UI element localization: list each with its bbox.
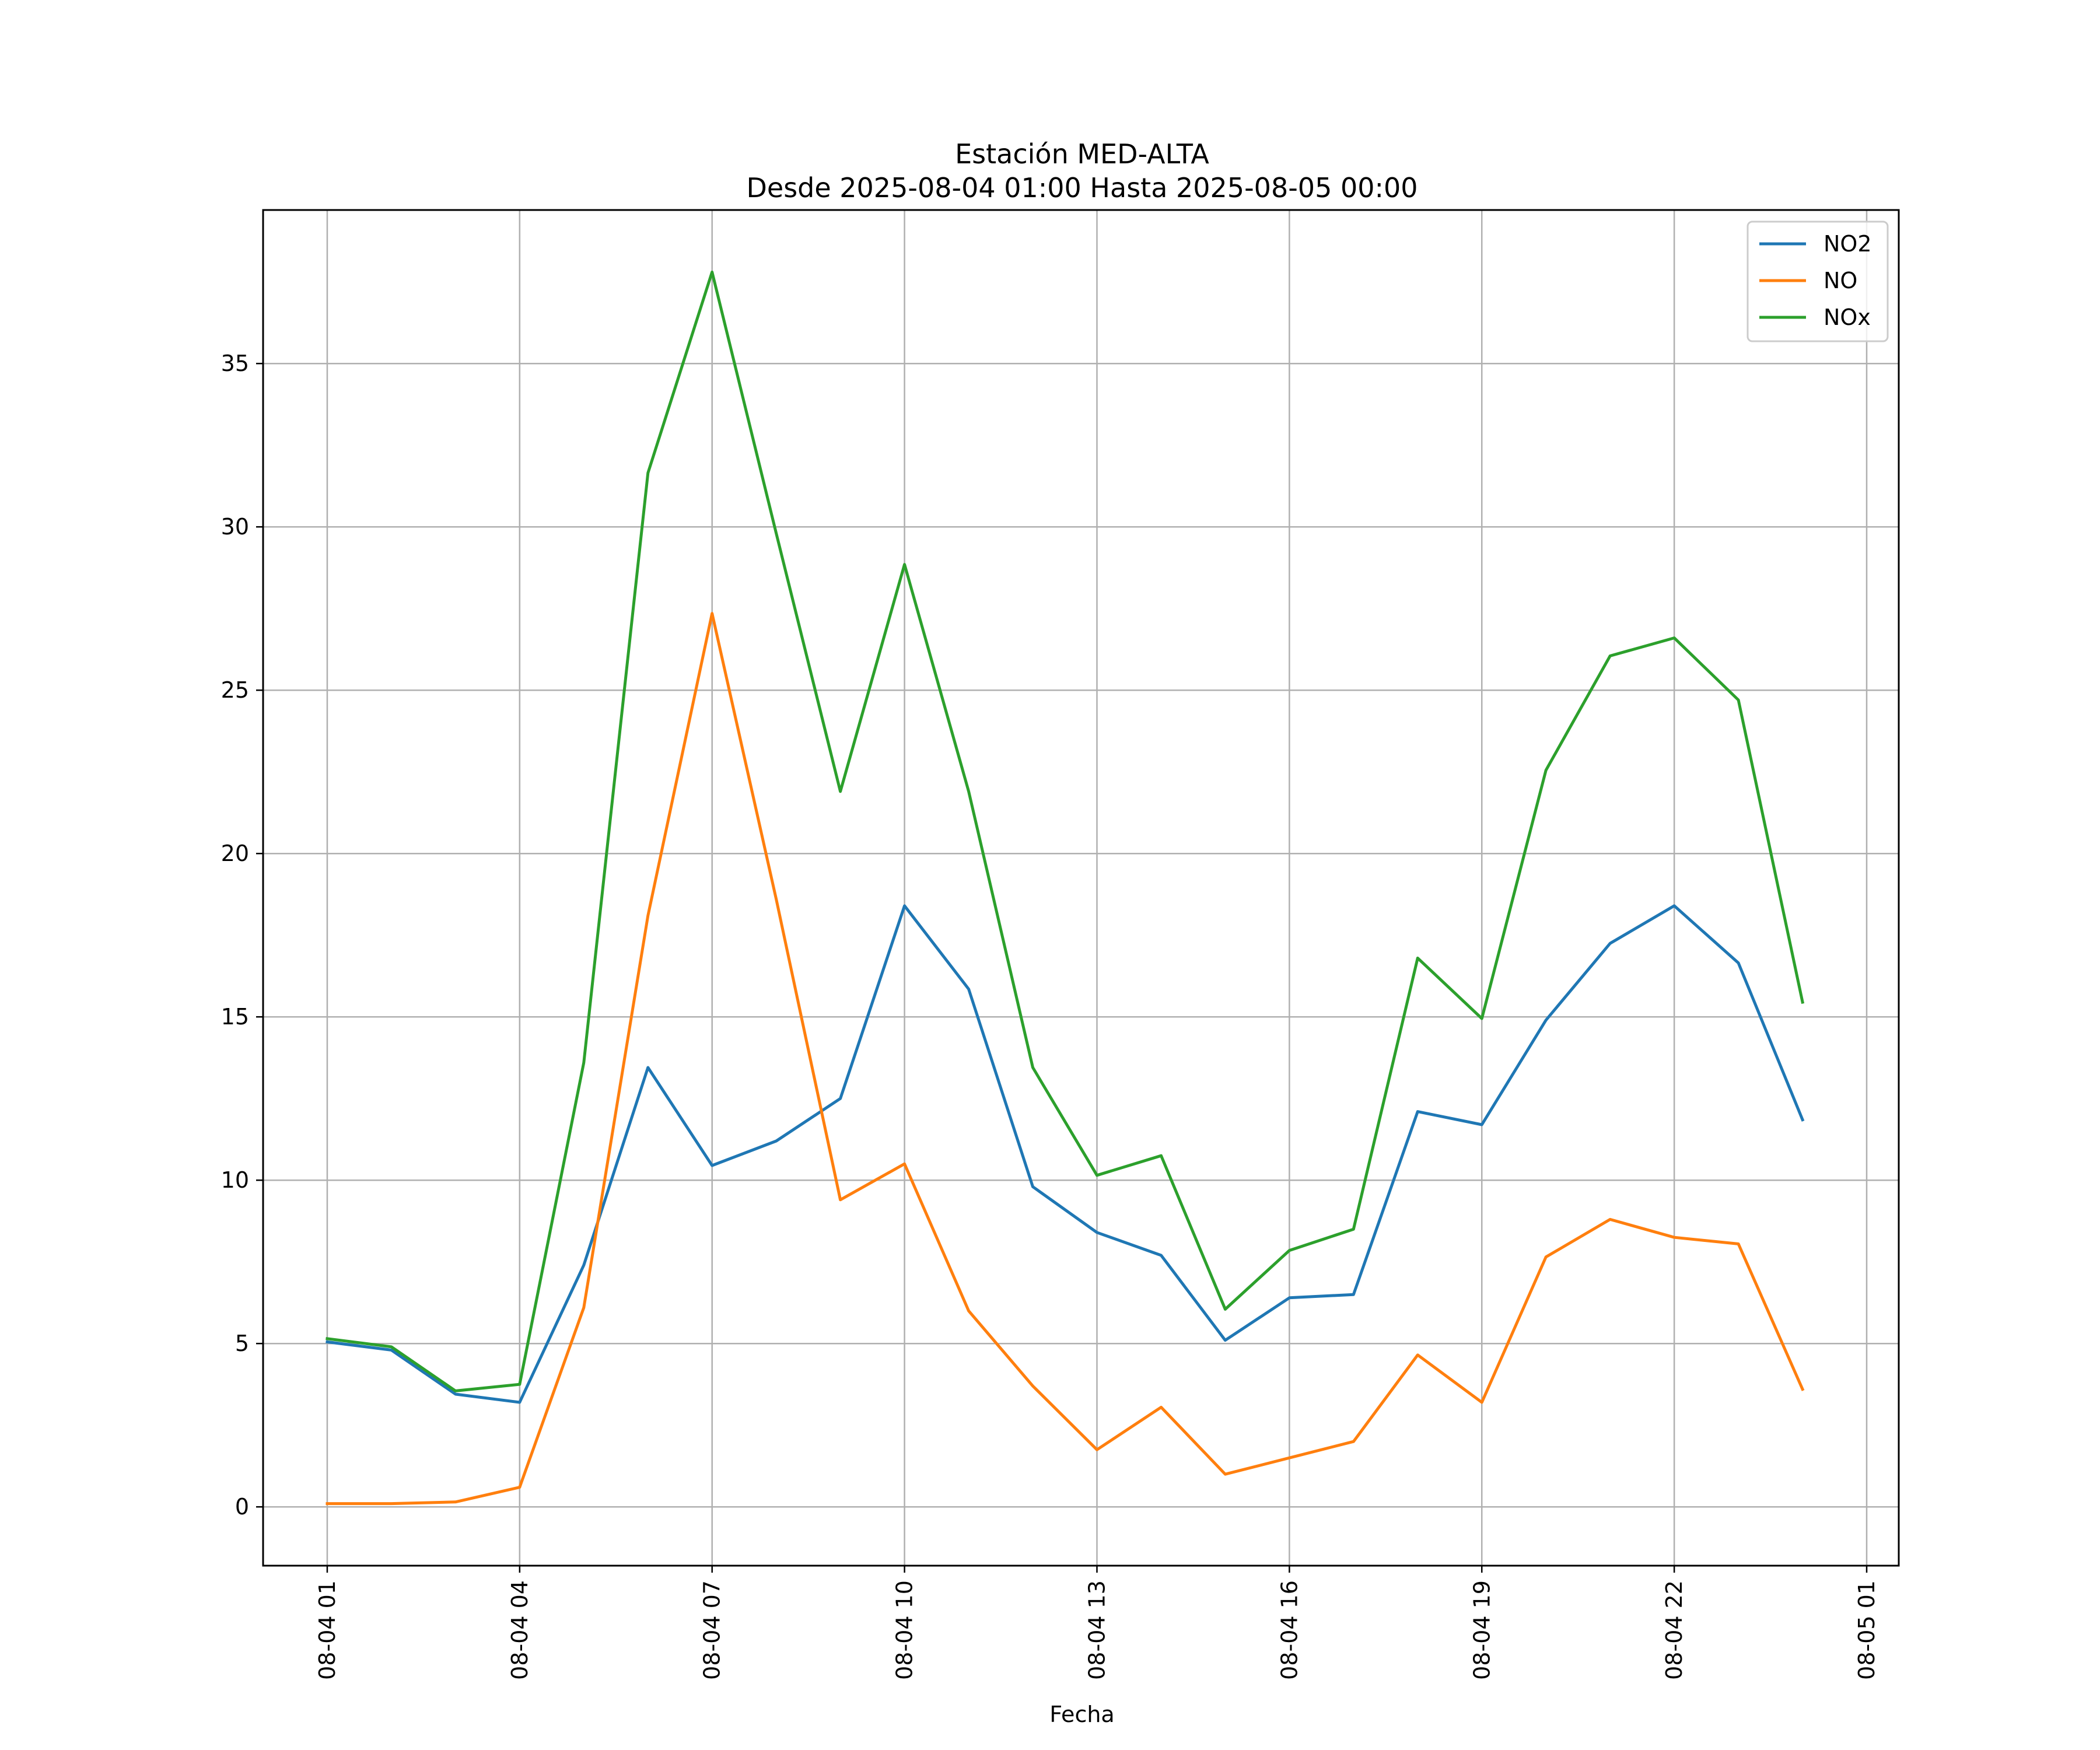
y-tick-label: 15 xyxy=(221,1004,249,1030)
y-tick-label: 35 xyxy=(221,351,249,376)
series-line-no2 xyxy=(326,904,1805,1404)
y-tick-label: 25 xyxy=(221,677,249,703)
series-line-no xyxy=(326,612,1805,1506)
series-line-nox xyxy=(326,270,1805,1392)
chart-subtitle: Desde 2025-08-04 01:00 Hasta 2025-08-05 … xyxy=(746,172,1418,204)
x-tick-label: 08-04 16 xyxy=(1276,1580,1302,1680)
grid xyxy=(263,210,1899,1566)
y-tick-label: 5 xyxy=(235,1331,249,1356)
legend-label-no: NO xyxy=(1824,268,1857,293)
plot-area-frame xyxy=(262,209,1900,1567)
x-tick-label: 08-04 07 xyxy=(699,1580,725,1680)
x-tick-label: 08-04 01 xyxy=(314,1580,340,1680)
legend-frame xyxy=(1746,220,1889,342)
x-tick-label: 08-04 10 xyxy=(892,1580,918,1680)
y-tick-label: 0 xyxy=(235,1494,249,1520)
legend-label-nox: NOx xyxy=(1824,304,1871,330)
x-tick-label: 08-04 13 xyxy=(1084,1580,1110,1680)
y-tick-label: 20 xyxy=(221,841,249,866)
y-axis-ticks: 0 5 10 15 20 25 30 35 xyxy=(221,351,263,1520)
chart-title: Estación MED-ALTA xyxy=(955,138,1209,170)
x-tick-label: 08-04 04 xyxy=(507,1580,533,1680)
x-tick-label: 08-05 01 xyxy=(1854,1580,1880,1680)
y-tick-label: 30 xyxy=(221,514,249,540)
series-lines xyxy=(326,270,1805,1506)
x-axis-label: Fecha xyxy=(1049,1702,1114,1727)
legend: NO2 NO NOx xyxy=(1746,220,1889,342)
legend-label-no2: NO2 xyxy=(1824,231,1872,257)
x-tick-label: 08-04 19 xyxy=(1469,1580,1494,1680)
x-tick-label: 08-04 22 xyxy=(1661,1580,1687,1680)
x-axis-ticks: 08-04 01 08-04 04 08-04 07 08-04 10 08-04 13… xyxy=(314,1566,1880,1680)
y-tick-label: 10 xyxy=(221,1167,249,1193)
